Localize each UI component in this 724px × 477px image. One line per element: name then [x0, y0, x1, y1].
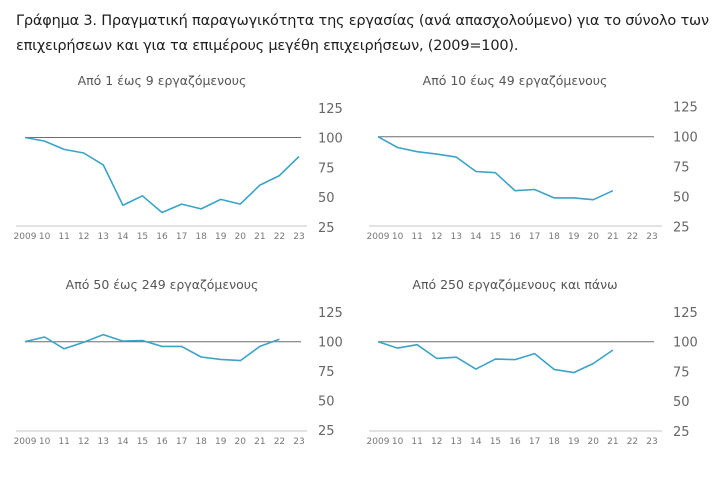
panel-title: Από 10 έως 49 εργαζόμενους: [423, 73, 608, 88]
figure-title: Γράφημα 3. Πραγματική παραγωγικότητα της…: [16, 9, 716, 59]
x-tick-label: 14: [470, 232, 482, 242]
y-tick-label: 25: [673, 425, 690, 440]
y-tick-label: 100: [673, 336, 698, 351]
y-tick-label: 25: [318, 221, 335, 236]
x-tick-label: 11: [411, 437, 422, 447]
x-tick-label: 17: [176, 232, 187, 242]
x-tick-label: 21: [607, 232, 618, 242]
x-tick-label: 17: [529, 232, 540, 242]
panel-title: Από 1 έως 9 εργαζόμενους: [78, 73, 247, 88]
chart-panel-2: Από 10 έως 49 εργαζόμενους 25 50 75 100 125 20…: [367, 73, 698, 242]
y-tick-label: 75: [318, 161, 335, 176]
x-tick-label: 11: [58, 232, 69, 242]
y-tick-label: 50: [673, 191, 690, 206]
x-tick-label: 11: [58, 437, 69, 447]
y-tick-label: 100: [318, 132, 343, 147]
chart-panel-1: Από 1 έως 9 εργαζόμενους 25 50 75 100 125 2009…: [14, 73, 343, 242]
x-tick-label: 21: [607, 437, 618, 447]
panel-title: Από 50 έως 249 εργαζόμενους: [66, 277, 259, 292]
x-tick-label: 10: [392, 437, 404, 447]
x-tick-label: 20: [588, 437, 600, 447]
x-tick-label: 21: [254, 437, 265, 447]
x-tick-label: 12: [78, 437, 89, 447]
x-tick-label: 2009: [367, 437, 390, 447]
y-tick-label: 75: [673, 365, 690, 380]
series-line: [377, 340, 614, 374]
figure-title-line-2: επιχειρήσεων και για τα επιμέρους μεγέθη…: [16, 38, 519, 54]
y-tick-label: 50: [673, 395, 690, 410]
x-tick-label: 10: [39, 437, 51, 447]
y-tick-label: 125: [673, 306, 698, 321]
series-line: [24, 333, 280, 362]
x-tick-label: 15: [490, 437, 501, 447]
x-tick-label: 18: [195, 232, 207, 242]
x-tick-label: 20: [588, 232, 600, 242]
x-tick-label: 18: [548, 437, 560, 447]
y-tick-label: 100: [673, 131, 698, 146]
y-tick-label: 75: [673, 161, 690, 176]
x-tick-label: 19: [568, 437, 580, 447]
x-tick-label: 15: [137, 437, 148, 447]
x-tick-label: 16: [509, 232, 521, 242]
x-tick-label: 15: [490, 232, 501, 242]
y-tick-label: 50: [318, 395, 335, 410]
figure-title-line-1: Γράφημα 3. Πραγματική παραγωγικότητα της…: [16, 13, 709, 29]
x-tick-label: 16: [156, 232, 168, 242]
x-tick-label: 14: [117, 437, 129, 447]
x-tick-label: 22: [627, 437, 638, 447]
y-tick-label: 125: [673, 101, 698, 116]
x-tick-label: 14: [470, 437, 482, 447]
x-tick-label: 13: [451, 437, 462, 447]
x-tick-label: 13: [98, 437, 109, 447]
x-tick-label: 22: [274, 232, 285, 242]
x-tick-label: 23: [646, 232, 657, 242]
panel-title: Από 250 εργαζόμενους και πάνω: [412, 277, 617, 292]
x-tick-label: 10: [39, 232, 51, 242]
x-tick-label: 19: [215, 232, 227, 242]
x-tick-label: 12: [431, 232, 442, 242]
chart-panel-4: Από 250 εργαζόμενους και πάνω 25 50 75 100 12…: [367, 277, 698, 447]
x-tick-label: 2009: [14, 232, 37, 242]
x-tick-label: 10: [392, 232, 404, 242]
x-tick-label: 17: [529, 437, 540, 447]
x-tick-label: 12: [431, 437, 442, 447]
x-tick-label: 22: [274, 437, 285, 447]
x-tick-label: 19: [215, 437, 227, 447]
x-tick-label: 13: [98, 232, 109, 242]
x-tick-label: 17: [176, 437, 187, 447]
y-tick-label: 25: [318, 424, 335, 439]
x-tick-label: 20: [235, 437, 247, 447]
x-tick-label: 12: [78, 232, 89, 242]
x-tick-label: 19: [568, 232, 580, 242]
x-tick-label: 23: [646, 437, 657, 447]
x-tick-label: 14: [117, 232, 129, 242]
x-tick-label: 2009: [367, 232, 390, 242]
x-tick-label: 11: [411, 232, 422, 242]
y-tick-label: 50: [318, 191, 335, 206]
x-tick-label: 13: [451, 232, 462, 242]
x-tick-label: 21: [254, 232, 265, 242]
x-tick-label: 20: [235, 232, 247, 242]
series-line: [24, 136, 300, 214]
y-tick-label: 25: [673, 221, 690, 236]
y-tick-label: 125: [318, 306, 343, 321]
x-tick-label: 22: [627, 232, 638, 242]
chart-panel-3: Από 50 έως 249 εργαζόμενους 25 50 75 100 125 2…: [14, 277, 343, 447]
x-tick-label: 23: [293, 437, 304, 447]
x-tick-label: 23: [293, 232, 304, 242]
x-tick-label: 15: [137, 232, 148, 242]
x-tick-label: 18: [195, 437, 207, 447]
x-tick-label: 16: [509, 437, 521, 447]
y-tick-label: 75: [318, 365, 335, 380]
x-tick-label: 2009: [14, 437, 37, 447]
x-tick-label: 18: [548, 232, 560, 242]
series-line: [377, 135, 614, 201]
y-tick-label: 100: [318, 336, 343, 351]
x-tick-label: 16: [156, 437, 168, 447]
y-tick-label: 125: [318, 102, 343, 117]
